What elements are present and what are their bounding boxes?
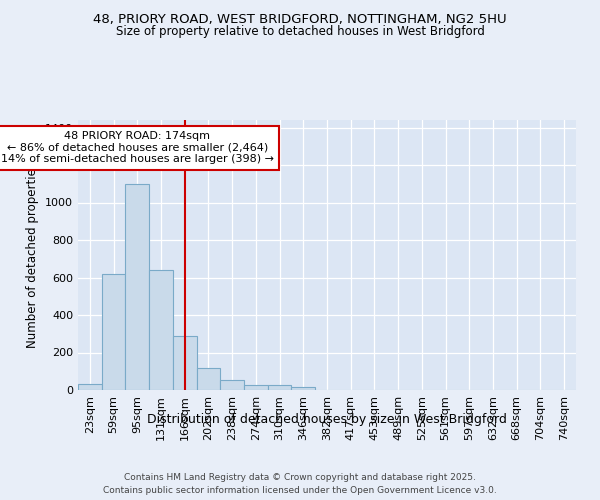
Bar [220, 380, 244, 390]
Bar [292, 387, 315, 390]
Text: Distribution of detached houses by size in West Bridgford: Distribution of detached houses by size … [147, 412, 507, 426]
Text: 48 PRIORY ROAD: 174sqm
← 86% of detached houses are smaller (2,464)
14% of semi-: 48 PRIORY ROAD: 174sqm ← 86% of detached… [1, 131, 274, 164]
Text: 48, PRIORY ROAD, WEST BRIDGFORD, NOTTINGHAM, NG2 5HU: 48, PRIORY ROAD, WEST BRIDGFORD, NOTTING… [93, 12, 507, 26]
Y-axis label: Number of detached properties: Number of detached properties [26, 162, 40, 348]
Text: Size of property relative to detached houses in West Bridgford: Size of property relative to detached ho… [116, 25, 484, 38]
Text: Contains HM Land Registry data © Crown copyright and database right 2025.: Contains HM Land Registry data © Crown c… [124, 472, 476, 482]
Bar [197, 368, 220, 390]
Bar [125, 184, 149, 390]
Bar [149, 270, 173, 390]
Bar [268, 386, 292, 390]
Bar [102, 274, 125, 390]
Bar [78, 384, 102, 390]
Bar [244, 386, 268, 390]
Text: Contains public sector information licensed under the Open Government Licence v3: Contains public sector information licen… [103, 486, 497, 495]
Bar [173, 336, 197, 390]
